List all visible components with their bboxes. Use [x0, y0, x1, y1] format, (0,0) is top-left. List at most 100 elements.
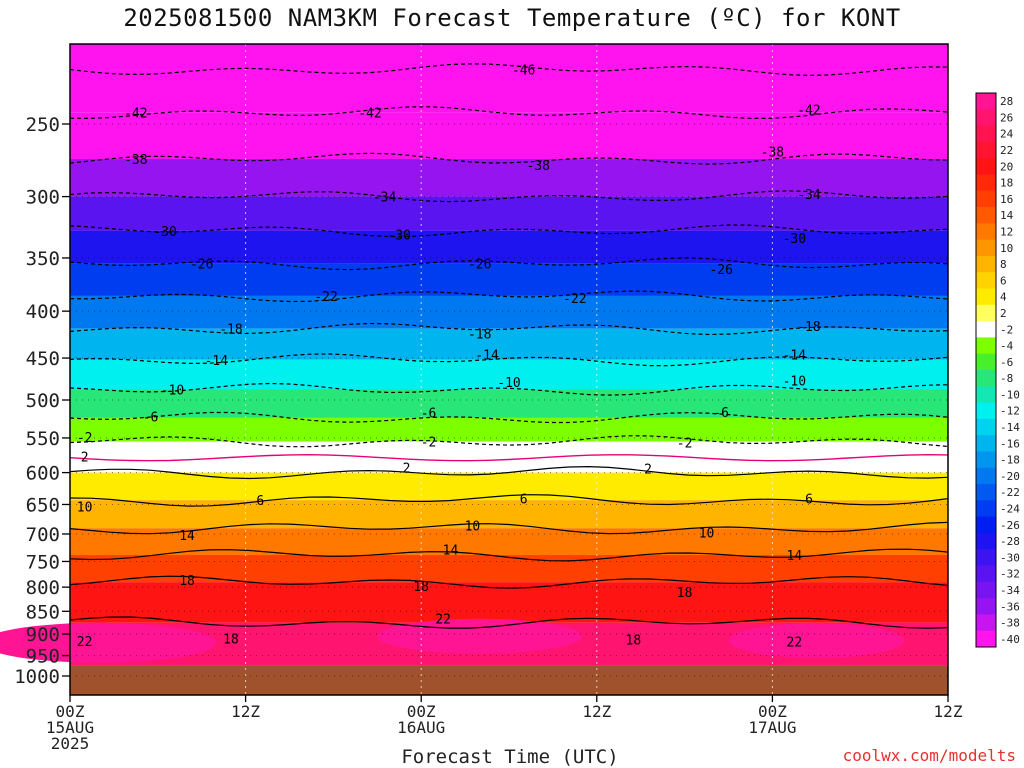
colorbar-swatch: [976, 353, 996, 371]
contour-label: 10: [77, 500, 93, 515]
colorbar-label: -28: [1000, 535, 1020, 548]
contour-label: -26: [468, 258, 491, 273]
colorbar-label: 26: [1000, 111, 1013, 124]
colorbar-swatch: [976, 581, 996, 599]
colorbar-label: -18: [1000, 454, 1020, 467]
colorbar-label: 10: [1000, 242, 1013, 255]
contour-label-text: 2: [403, 461, 411, 476]
contour-label: -10: [497, 376, 520, 391]
contour-label-text: -26: [190, 258, 213, 273]
contour-label-text: -26: [468, 258, 491, 273]
colorbar-label: 12: [1000, 226, 1013, 239]
contour-label-text: -34: [797, 188, 821, 203]
contour-label: -30: [783, 232, 806, 247]
contour-label: -38: [124, 153, 147, 168]
contour-label-text: -30: [783, 232, 806, 247]
contour-label: -2: [421, 436, 437, 451]
colorbar-label: -32: [1000, 568, 1020, 581]
colorbar-label: -24: [1000, 503, 1020, 516]
y-axis: 2503003504004505005506006507007508008509…: [14, 114, 70, 688]
contour-label-text: 14: [787, 549, 803, 564]
temp-band-18: [70, 582, 948, 623]
contour-label: -26: [709, 263, 732, 278]
isotherm-22: [69, 616, 949, 629]
contour-label-text: -6: [143, 410, 159, 425]
x-tick-label: 2025: [51, 734, 90, 753]
chart-title: 2025081500 NAM3KM Forecast Temperature (…: [123, 4, 901, 32]
contour-label: 2: [81, 450, 89, 465]
temp-band--14: [70, 359, 948, 390]
contour-label: 18: [223, 632, 239, 647]
y-tick-label: 700: [26, 524, 60, 546]
x-tick-label: 16AUG: [397, 718, 445, 737]
colorbar-swatch: [976, 239, 996, 257]
contour-label: 2: [403, 461, 411, 476]
contour-label: 6: [805, 492, 813, 507]
colorbar-swatch: [976, 516, 996, 534]
contour-label: -18: [219, 323, 242, 338]
contour-label-text: -34: [373, 191, 397, 206]
contour-label-text: 2: [81, 450, 89, 465]
x-tick-label: 00Z: [407, 702, 436, 721]
contour-label-text: 14: [443, 544, 459, 559]
temp-band-10: [70, 528, 948, 556]
colorbar-swatch: [976, 418, 996, 436]
contour-label-text: -42: [124, 107, 147, 122]
contour-label: -6: [421, 407, 437, 422]
contour-label: -6: [143, 410, 159, 425]
colorbar-label: -40: [1000, 633, 1020, 646]
contour-label: -10: [161, 384, 184, 399]
contour-label: 2: [644, 463, 652, 478]
contour-label-text: 6: [520, 492, 528, 507]
colorbar-label: -14: [1000, 421, 1020, 434]
colorbar-label: -16: [1000, 437, 1020, 450]
ground-layer: [70, 665, 948, 695]
colorbar-swatch: [976, 109, 996, 127]
isotherm-14: [69, 548, 949, 562]
contour-label-text: 22: [435, 612, 451, 627]
contour-label-text: 2: [644, 463, 652, 478]
colorbar-label: -20: [1000, 470, 1020, 483]
contour-label-text: 10: [77, 500, 93, 515]
contour-label: -38: [527, 159, 550, 174]
contour-label: -10: [783, 374, 806, 389]
y-tick-label: 900: [26, 624, 60, 646]
contour-label: -14: [205, 354, 229, 369]
contour-label: -42: [797, 103, 820, 118]
contour-label: 14: [179, 529, 195, 544]
x-tick-label: 00Z: [56, 702, 85, 721]
contour-label-text: -14: [205, 354, 229, 369]
contour-label-text: -10: [497, 376, 520, 391]
y-tick-label: 800: [26, 577, 60, 599]
colorbar-label: -6: [1000, 356, 1013, 369]
x-tick-label: 15AUG: [46, 718, 94, 737]
contour-label: -18: [468, 327, 491, 342]
colorbar-label: 16: [1000, 193, 1013, 206]
x-tick-label: 12Z: [231, 702, 260, 721]
warm-pocket-0: [0, 622, 217, 663]
contour-label: -34: [373, 191, 397, 206]
colorbar-swatch: [976, 190, 996, 208]
contour-label: 18: [413, 580, 429, 595]
contour-label-text: 18: [223, 632, 239, 647]
temp-band--10: [70, 389, 948, 418]
y-tick-label: 950: [26, 646, 60, 668]
colorbar-label: -10: [1000, 388, 1020, 401]
plot-border: [69, 43, 949, 696]
contour-label: 22: [787, 635, 803, 650]
credit-link[interactable]: coolwx.com/modelts: [842, 746, 1016, 765]
y-tick-label: 850: [26, 601, 60, 623]
x-tick-label: 12Z: [934, 702, 963, 721]
colorbar-label: 8: [1000, 258, 1007, 271]
y-tick-label: 300: [26, 187, 60, 209]
isotherm-2: [69, 465, 949, 480]
colorbar-swatch: [976, 386, 996, 404]
contour-label: 18: [626, 633, 642, 648]
y-tick-label: 400: [26, 301, 60, 323]
contour-label-text: -38: [124, 153, 147, 168]
contour-label: 10: [465, 519, 481, 534]
contour-label: 22: [435, 612, 451, 627]
colorbar-label: 4: [1000, 291, 1007, 304]
colorbar-label: -34: [1000, 584, 1020, 597]
colorbar-label: 6: [1000, 274, 1007, 287]
